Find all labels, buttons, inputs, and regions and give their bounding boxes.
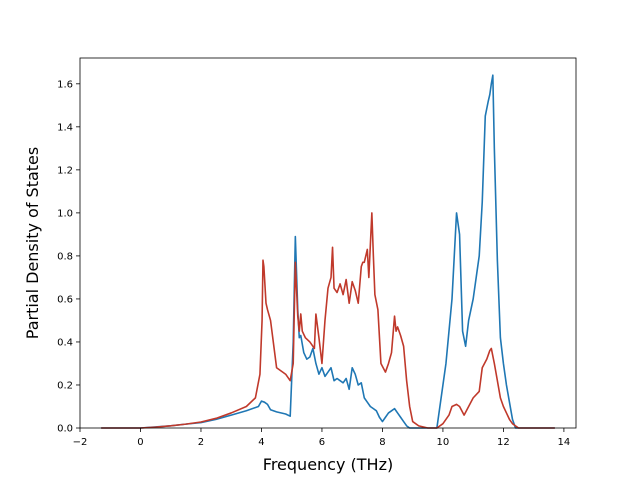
y-tick-label: 0.8	[57, 251, 73, 262]
y-tick-label: 1.2	[57, 165, 73, 176]
y-tick-label: 1.4	[57, 122, 73, 133]
y-axis-label: Partial Density of States	[23, 147, 42, 339]
y-tick-label: 0.6	[57, 294, 73, 305]
plot-frame	[79, 57, 577, 429]
y-tick-label: 0.2	[57, 380, 73, 391]
x-tick-label: 8	[379, 437, 385, 448]
x-tick-label: 12	[497, 437, 510, 448]
series-line-1	[101, 74, 555, 429]
y-tick-label: 0.4	[57, 337, 73, 348]
y-axis-ticks: 0.0 0.2 0.4 0.6 0.8 1.0 1.2 1.4 1.6	[57, 79, 80, 435]
x-tick-label: 4	[258, 437, 264, 448]
x-axis-ticks: −2 0 2 4 6 8 10 12 14	[73, 428, 571, 448]
x-tick-label: 14	[558, 437, 571, 448]
x-tick-label: 10	[437, 437, 450, 448]
x-tick-label: 6	[319, 437, 325, 448]
y-tick-label: 1.0	[57, 208, 73, 219]
y-tick-label: 0.0	[57, 424, 73, 435]
y-tick-label: 1.6	[57, 79, 73, 90]
series-line-2	[101, 212, 555, 429]
series-layer	[101, 74, 555, 429]
x-tick-label: −2	[73, 437, 88, 448]
x-tick-label: 0	[137, 437, 143, 448]
x-tick-label: 2	[198, 437, 204, 448]
x-axis-label: Frequency (THz)	[263, 455, 393, 474]
